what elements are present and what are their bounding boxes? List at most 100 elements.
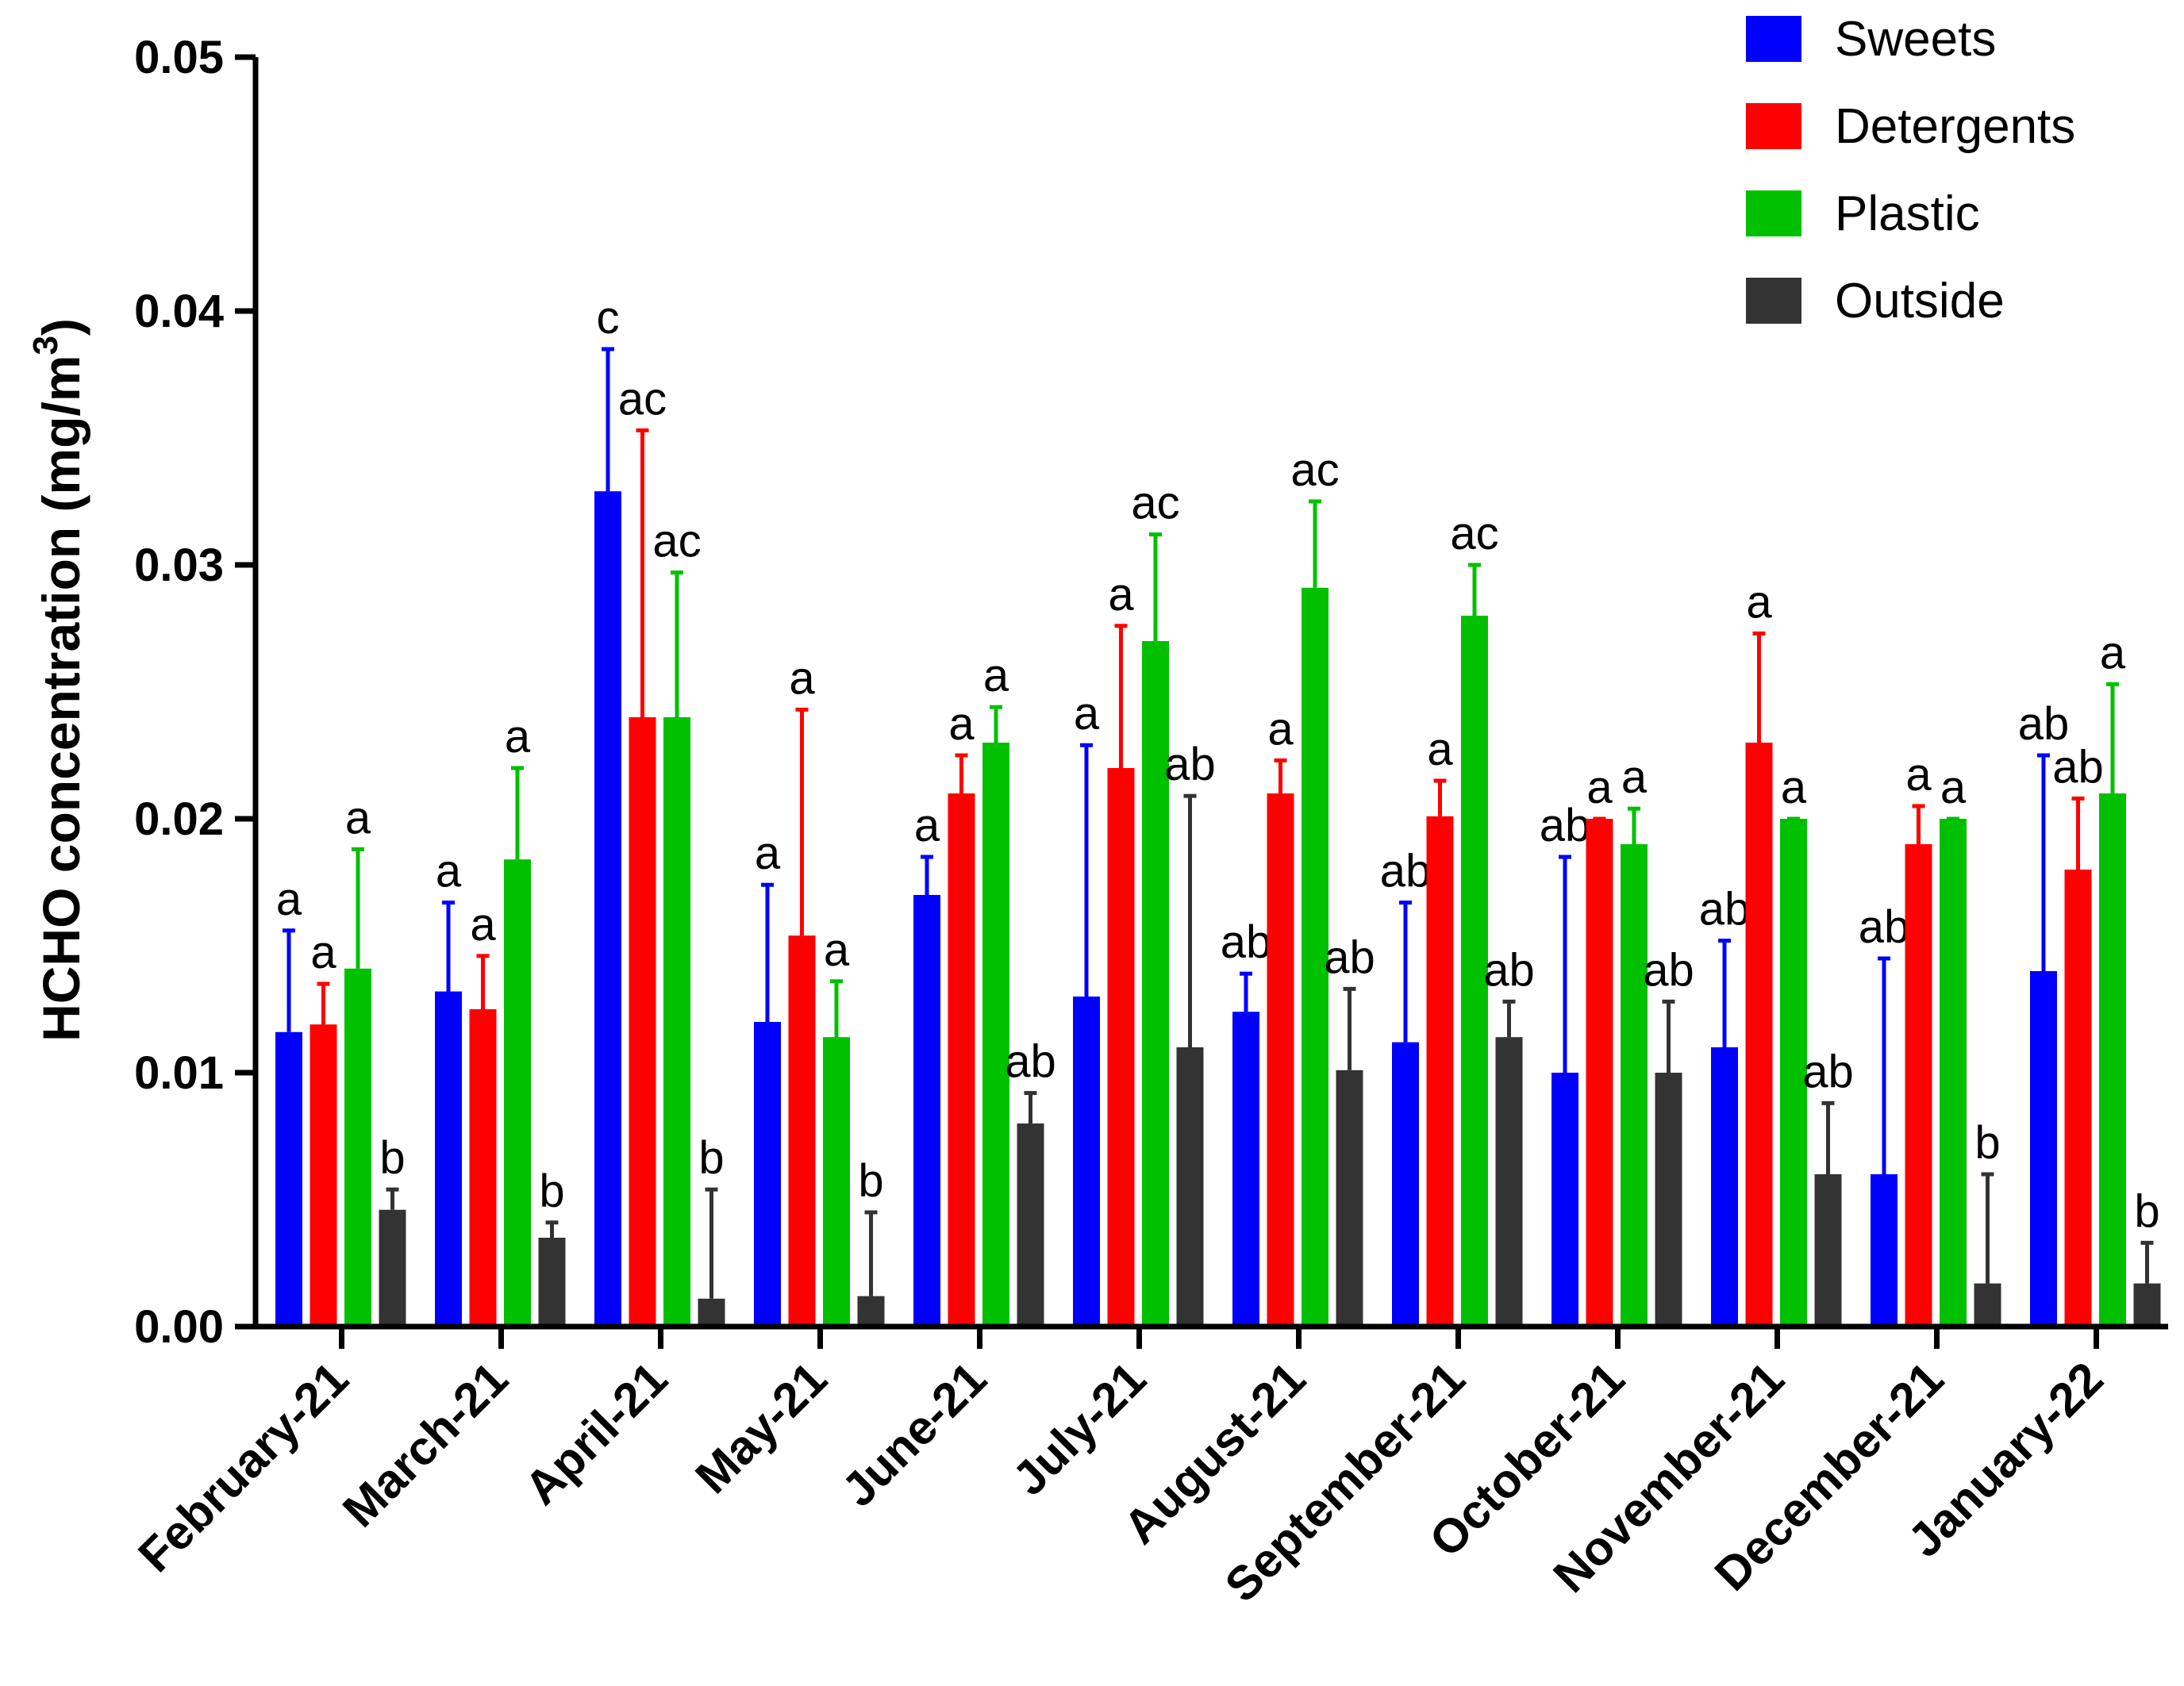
bar [379, 1209, 406, 1327]
significance-label: a [2100, 627, 2126, 678]
significance-label: ab [1540, 800, 1591, 851]
significance-label: ab [1324, 931, 1375, 983]
y-tick-label: 0.01 [134, 1047, 224, 1099]
bar [629, 717, 656, 1327]
bar [1302, 587, 1328, 1327]
bar [823, 1037, 850, 1327]
significance-label: ac [1290, 444, 1339, 496]
y-tick-label: 0.00 [134, 1301, 224, 1353]
y-tick-label: 0.03 [134, 540, 224, 591]
bar [2030, 971, 2057, 1327]
significance-label: a [505, 711, 531, 762]
legend-swatch [1746, 278, 1801, 324]
significance-label: a [436, 846, 462, 897]
significance-label: b [539, 1166, 564, 1217]
bar [275, 1031, 302, 1327]
y-axis-title-close: ) [32, 318, 90, 336]
y-tick-label: 0.05 [134, 32, 224, 83]
bar [754, 1022, 781, 1327]
significance-label: a [755, 828, 781, 879]
legend-swatch [1746, 16, 1801, 62]
bar [2133, 1283, 2161, 1327]
significance-label: a [1586, 762, 1613, 813]
significance-label: a [310, 927, 336, 978]
x-tick-label: May-21 [685, 1352, 836, 1504]
significance-label: c [597, 292, 620, 344]
significance-label: a [345, 792, 371, 843]
bar [1073, 997, 1100, 1327]
bar [504, 859, 531, 1327]
significance-label: ab [2052, 741, 2104, 793]
significance-label: ab [1483, 944, 1535, 996]
significance-label: ab [1164, 739, 1216, 790]
y-axis-title-superscript: 3 [26, 336, 65, 355]
significance-label: a [470, 899, 496, 951]
significance-label: ab [1802, 1046, 1854, 1097]
significance-label: a [1940, 762, 1967, 813]
x-tick-label: June-21 [832, 1352, 997, 1517]
bar [1426, 816, 1454, 1327]
bar [857, 1296, 885, 1327]
legend-label: Outside [1835, 274, 2005, 328]
bar [663, 717, 690, 1327]
bar [698, 1298, 725, 1327]
bar [594, 491, 621, 1327]
bar [1780, 819, 1807, 1327]
significance-label: ac [1131, 478, 1179, 529]
bar [1711, 1047, 1738, 1327]
significance-label: ac [652, 516, 701, 567]
bar [1461, 616, 1488, 1327]
bar [2064, 870, 2092, 1327]
bar [469, 1009, 497, 1327]
bar [1176, 1047, 1204, 1327]
significance-label: ab [1005, 1036, 1056, 1088]
significance-label: a [1427, 724, 1453, 775]
bar [1745, 743, 1773, 1327]
significance-label: a [1108, 569, 1134, 620]
significance-label: a [948, 698, 975, 750]
significance-label: a [1781, 762, 1807, 813]
significance-label: a [983, 650, 1009, 701]
x-tick-label: July-21 [1002, 1352, 1156, 1506]
bar [1655, 1073, 1682, 1327]
significance-label: ac [1450, 508, 1498, 559]
x-tick-label: April-21 [514, 1352, 677, 1515]
significance-label: ab [1380, 846, 1432, 897]
bar [948, 793, 975, 1327]
significance-label: a [1746, 576, 1772, 628]
bar [1142, 641, 1169, 1327]
legend-swatch [1746, 103, 1801, 149]
bar [344, 968, 371, 1327]
y-tick-label: 0.02 [134, 793, 224, 845]
bar [538, 1238, 566, 1327]
x-tick-label: March-21 [333, 1352, 518, 1538]
bar [1232, 1012, 1259, 1327]
significance-label: ac [618, 373, 667, 424]
legend-swatch [1746, 190, 1801, 236]
significance-label: ab [1643, 944, 1694, 996]
y-axis-title: HCHO concentration (mg/m3) [26, 318, 90, 1042]
bar [1392, 1042, 1419, 1327]
y-tick-label: 0.04 [134, 286, 224, 337]
significance-label: ab [1221, 916, 1272, 968]
significance-label: a [789, 652, 815, 704]
bar [1621, 844, 1648, 1327]
bar [1586, 819, 1613, 1327]
bar [1107, 768, 1135, 1327]
bar [913, 895, 940, 1327]
bar [1017, 1123, 1044, 1327]
bar [788, 935, 816, 1327]
bar [310, 1024, 337, 1327]
significance-label: a [1905, 749, 1932, 801]
significance-label: ab [2018, 698, 2070, 750]
significance-label: a [1074, 688, 1100, 739]
bar [982, 743, 1009, 1327]
bar [1495, 1037, 1523, 1327]
bar [1267, 793, 1294, 1327]
legend-label: Detergents [1835, 99, 2075, 154]
bar [1940, 819, 1967, 1327]
significance-label: a [824, 924, 850, 976]
bar [1336, 1070, 1363, 1327]
